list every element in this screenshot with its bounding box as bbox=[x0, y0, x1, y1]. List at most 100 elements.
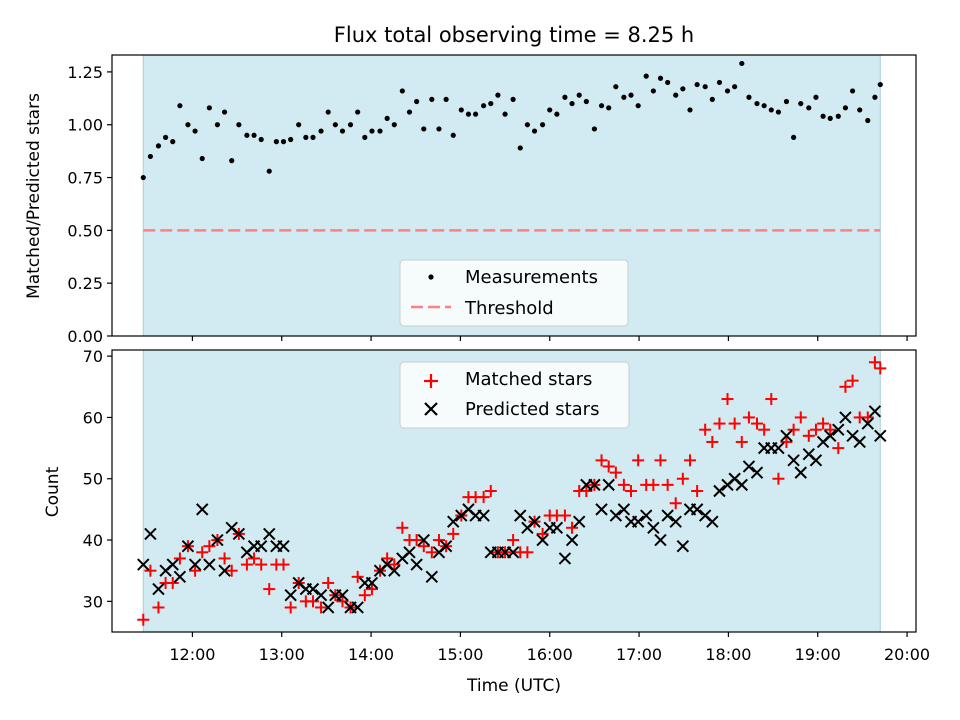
predicted-star-point bbox=[410, 558, 423, 571]
x-tick-label: 13:00 bbox=[259, 645, 305, 664]
matched-star-point bbox=[536, 527, 549, 540]
x-tick-label: 20:00 bbox=[884, 645, 930, 664]
measurement-point bbox=[318, 128, 324, 134]
measurement-point bbox=[472, 111, 479, 117]
measurement-point bbox=[236, 122, 242, 128]
measurement-point bbox=[510, 96, 516, 102]
measurement-point bbox=[835, 113, 841, 119]
predicted-star-point bbox=[188, 558, 202, 571]
measurement-point bbox=[458, 107, 464, 113]
matched-star-point bbox=[284, 601, 297, 614]
measurement-point bbox=[421, 126, 427, 132]
top-plot-frame bbox=[111, 54, 917, 337]
matched-star-point bbox=[721, 393, 734, 406]
measurement-point bbox=[325, 109, 331, 115]
predicted-star-point bbox=[439, 539, 453, 553]
measurement-point bbox=[694, 81, 700, 88]
measurement-point bbox=[288, 136, 294, 143]
matched-star-point bbox=[196, 546, 209, 559]
measurement-point bbox=[562, 94, 568, 100]
measurement-point bbox=[746, 94, 752, 100]
predicted-star-points bbox=[137, 405, 887, 614]
measurement-point bbox=[481, 103, 487, 109]
predicted-star-point bbox=[181, 539, 195, 553]
y-tick-label: 0.50 bbox=[67, 221, 103, 240]
matched-star-point bbox=[669, 497, 682, 510]
measurement-point bbox=[628, 92, 634, 98]
measurement-point bbox=[673, 92, 679, 98]
matched-star-point bbox=[263, 583, 276, 596]
matched-star-point bbox=[750, 417, 763, 430]
matched-star-point bbox=[735, 435, 748, 448]
measurement-point bbox=[547, 107, 553, 113]
measurement-point bbox=[206, 105, 212, 111]
measurement-point bbox=[266, 168, 272, 174]
matched-star-point bbox=[602, 460, 615, 473]
predicted-star-point bbox=[254, 539, 268, 553]
measurement-point bbox=[155, 143, 162, 149]
measurement-points bbox=[140, 60, 883, 181]
matched-star-point bbox=[351, 570, 364, 583]
bottom-chart: 30 40 50 60 70 12:00 13:00 14:00 15:00 16:00 17:0… bbox=[43, 347, 930, 696]
measurement-point bbox=[495, 92, 501, 98]
measurement-point bbox=[377, 128, 383, 134]
predicted-star-point bbox=[631, 515, 645, 528]
measurement-point bbox=[163, 134, 169, 140]
y-tick-label: 30 bbox=[83, 592, 103, 611]
measurement-point bbox=[827, 115, 833, 121]
top-chart: Flux total observing time = 8.25 h 0.000… bbox=[24, 23, 917, 346]
predicted-star-point bbox=[713, 484, 726, 498]
measurement-point bbox=[783, 98, 790, 105]
measurement-point bbox=[391, 122, 397, 128]
legend-matched-label: Matched stars bbox=[465, 369, 592, 390]
predicted-star-point bbox=[417, 533, 430, 547]
matched-star-point bbox=[609, 466, 622, 479]
measurement-point bbox=[806, 105, 812, 111]
measurement-point bbox=[488, 100, 494, 107]
predicted-star-point bbox=[321, 601, 335, 614]
bottom-plot-frame bbox=[111, 349, 917, 633]
x-tick-label: 16:00 bbox=[527, 645, 573, 664]
predicted-star-point bbox=[173, 570, 187, 584]
measurement-point bbox=[443, 96, 449, 102]
predicted-star-point bbox=[654, 533, 667, 547]
predicted-star-point bbox=[669, 515, 682, 528]
measurement-point bbox=[517, 145, 523, 151]
predicted-star-point bbox=[647, 521, 660, 534]
predicted-star-point bbox=[735, 478, 749, 492]
measurement-point bbox=[221, 109, 228, 115]
predicted-star-point bbox=[137, 558, 150, 571]
predicted-star-point bbox=[676, 539, 690, 553]
measurement-point bbox=[761, 103, 767, 109]
predicted-star-point bbox=[144, 527, 157, 541]
top-y-axis: 0.00 0.25 0.50 0.75 1.00 1.25 bbox=[67, 63, 112, 346]
predicted-star-point bbox=[506, 546, 520, 559]
matched-star-point bbox=[580, 485, 593, 497]
x-tick-label: 12:00 bbox=[169, 645, 215, 664]
measurement-point bbox=[650, 88, 656, 94]
measurement-point bbox=[865, 117, 871, 124]
y-tick-label: 1.00 bbox=[67, 116, 103, 135]
matched-star-point bbox=[824, 423, 837, 436]
measurement-point bbox=[680, 86, 686, 92]
measurement-point bbox=[621, 94, 627, 100]
legend-threshold-label: Threshold bbox=[464, 298, 554, 319]
matched-star-point bbox=[307, 595, 319, 608]
predicted-star-point bbox=[166, 558, 179, 571]
predicted-star-point bbox=[809, 454, 823, 467]
predicted-star-point bbox=[874, 429, 887, 443]
predicted-star-point bbox=[742, 460, 756, 473]
measurement-point bbox=[229, 158, 235, 164]
measurement-point bbox=[709, 96, 715, 102]
x-tick-label: 19:00 bbox=[795, 645, 841, 664]
matched-star-point bbox=[742, 411, 755, 424]
measurement-point bbox=[791, 134, 797, 140]
predicted-star-point bbox=[595, 503, 608, 516]
measurement-point bbox=[465, 111, 472, 117]
matched-star-point bbox=[484, 485, 497, 497]
measurement-point bbox=[280, 139, 287, 145]
predicted-star-point bbox=[365, 576, 379, 590]
predicted-star-point bbox=[477, 509, 490, 522]
measurement-point bbox=[877, 81, 883, 88]
measurement-point bbox=[798, 100, 804, 107]
